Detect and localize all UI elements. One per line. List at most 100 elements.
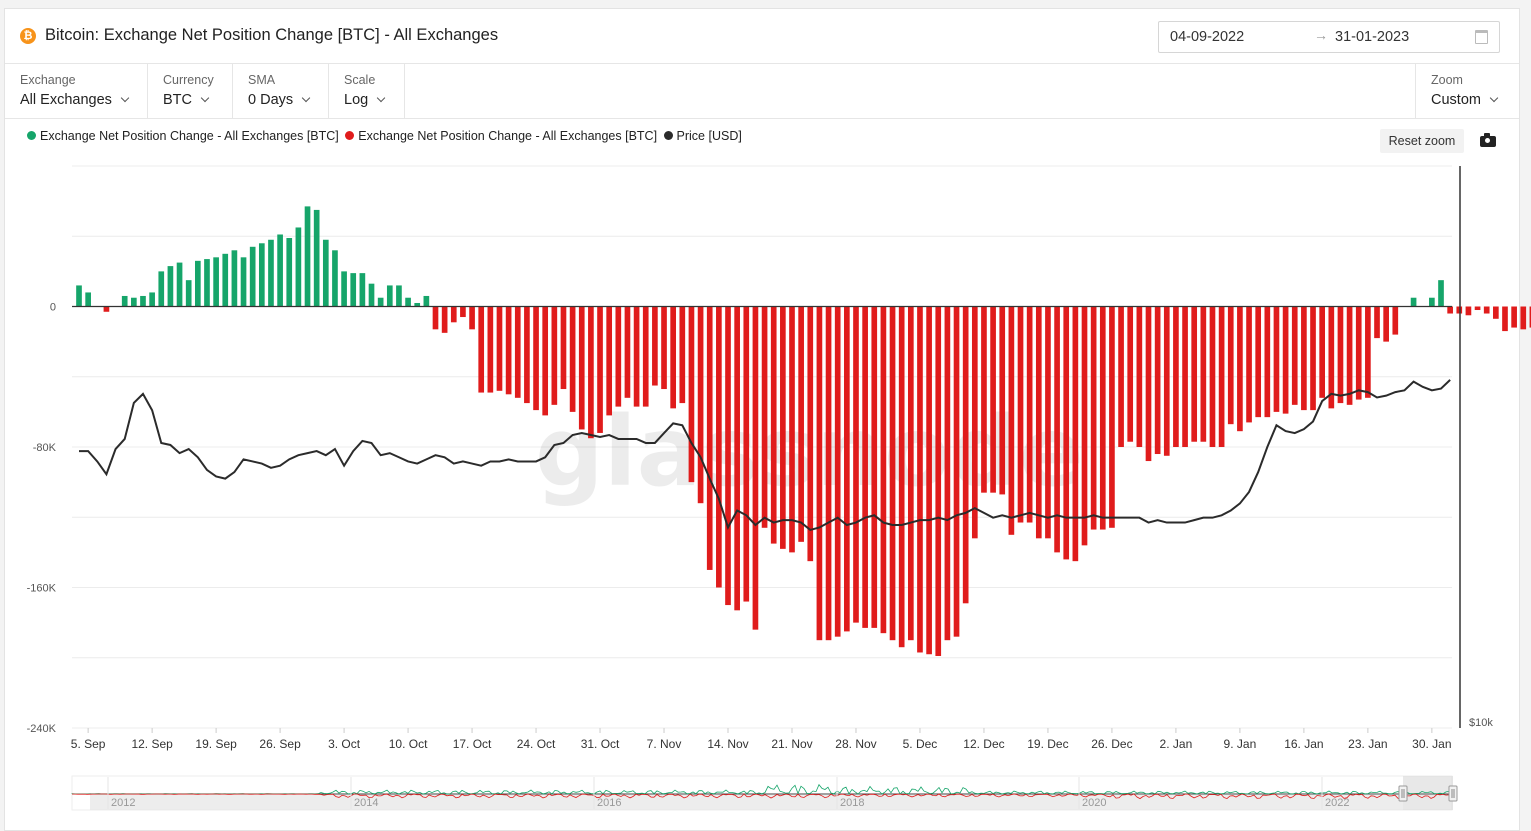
bar-negative <box>789 306 795 553</box>
exchange-dropdown[interactable]: Exchange All Exchanges <box>5 64 148 118</box>
bar-negative <box>999 306 1006 495</box>
bar-positive <box>258 243 265 307</box>
bar-negative <box>1209 306 1216 447</box>
bar-negative <box>1026 306 1033 523</box>
legend-item-negative[interactable]: Exchange Net Position Change - All Excha… <box>345 129 657 143</box>
bar-positive <box>185 280 192 307</box>
zoom-value-wrap: Custom <box>1431 92 1499 108</box>
bar-negative <box>752 306 759 630</box>
x-tick-label: 5. Sep <box>71 737 106 751</box>
bar-negative <box>889 306 896 641</box>
bar-negative <box>1227 306 1234 425</box>
page-title: Bitcoin: Exchange Net Position Change [B… <box>45 26 499 44</box>
bar-negative <box>1200 306 1207 442</box>
x-tick-label: 2. Jan <box>1160 737 1193 751</box>
bar-negative <box>652 306 658 386</box>
sma-dropdown[interactable]: SMA 0 Days <box>233 64 329 118</box>
bar-negative <box>661 306 667 390</box>
bar-negative <box>1502 306 1508 332</box>
bar-negative <box>1483 306 1490 314</box>
legend-item-price[interactable]: Price [USD] <box>663 129 742 143</box>
bar-negative <box>1163 306 1170 456</box>
date-end-input[interactable]: 31-01-2023 <box>1335 29 1410 45</box>
bar-negative <box>615 306 622 407</box>
calendar-icon[interactable] <box>1475 30 1488 44</box>
bar-negative <box>688 306 695 483</box>
camera-icon[interactable] <box>1480 133 1496 147</box>
bar-positive <box>240 257 247 307</box>
bar-negative <box>679 306 686 404</box>
bar-negative <box>1081 306 1088 546</box>
date-start-input[interactable]: 04-09-2022 <box>1170 29 1245 45</box>
reset-zoom-button[interactable]: Reset zoom <box>1380 129 1464 153</box>
currency-dropdown[interactable]: Currency BTC <box>148 64 233 118</box>
bar-negative <box>697 306 704 504</box>
bar-negative <box>597 306 603 433</box>
bar-negative <box>533 306 539 411</box>
bar-negative <box>1109 306 1115 528</box>
bar-negative <box>469 306 475 330</box>
bar-negative <box>633 306 640 407</box>
bar-negative <box>1072 306 1079 562</box>
exchange-value-wrap: All Exchanges <box>20 92 130 108</box>
bar-negative <box>1328 306 1335 409</box>
bar-negative <box>898 306 905 648</box>
bar-negative <box>551 306 558 405</box>
x-tick-label: 14. Nov <box>707 737 748 751</box>
bar-negative <box>1493 306 1499 319</box>
bar-negative <box>1063 306 1070 560</box>
sma-label: SMA <box>248 73 276 87</box>
currency-value-wrap: BTC <box>163 92 210 108</box>
x-tick-label: 5. Dec <box>903 737 938 751</box>
bar-negative <box>880 306 887 634</box>
x-tick-label: 21. Nov <box>771 737 812 751</box>
bar-negative <box>825 306 832 641</box>
navigator-year-label: 2016 <box>597 797 621 809</box>
zoom-dropdown[interactable]: Zoom Custom <box>1415 64 1519 118</box>
x-tick-label: 10. Oct <box>389 737 428 751</box>
navigator-handle[interactable] <box>1398 785 1408 802</box>
date-range-picker[interactable]: 04-09-2022 → 31-01-2023 <box>1158 21 1500 53</box>
bar-positive <box>204 259 210 307</box>
bar-negative <box>505 306 512 395</box>
bar-positive <box>295 227 302 307</box>
navigator-year-label: 2018 <box>840 797 864 809</box>
chart-legend: Exchange Net Position Change - All Excha… <box>27 129 745 143</box>
x-tick-label: 24. Oct <box>517 737 556 751</box>
bar-negative <box>844 306 850 632</box>
navigator-handle[interactable] <box>1448 785 1458 802</box>
x-tick-label: 12. Dec <box>963 737 1004 751</box>
bar-positive <box>359 273 366 307</box>
bar-positive <box>1429 297 1435 307</box>
bar-negative <box>926 306 932 655</box>
bar-positive <box>423 295 430 307</box>
bar-positive <box>231 250 238 307</box>
bar-negative <box>770 306 777 544</box>
navigator-year-label: 2014 <box>354 797 378 809</box>
scale-dropdown[interactable]: Scale Log <box>329 64 405 118</box>
legend-label: Exchange Net Position Change - All Excha… <box>40 129 339 143</box>
bar-negative <box>1310 306 1316 411</box>
bar-negative <box>1136 306 1143 447</box>
legend-item-positive[interactable]: Exchange Net Position Change - All Excha… <box>27 129 339 143</box>
bar-negative <box>1017 306 1024 523</box>
scale-value: Log <box>344 92 369 108</box>
bar-negative <box>450 306 457 323</box>
bar-negative <box>990 306 996 493</box>
navigator-selection[interactable] <box>1403 776 1453 810</box>
legend-dot <box>663 131 673 140</box>
bar-positive <box>249 246 256 307</box>
bar-positive <box>332 250 338 307</box>
bar-negative <box>542 306 549 416</box>
bar-negative <box>1246 306 1252 423</box>
bar-positive <box>405 297 411 307</box>
bar-positive <box>158 271 165 307</box>
bar-positive <box>277 234 283 307</box>
bar-negative <box>441 306 448 333</box>
bar-positive <box>414 302 421 307</box>
bar-negative <box>478 306 485 393</box>
bar-positive <box>149 292 155 307</box>
bar-negative <box>962 306 969 604</box>
y-axis-ticks: 0 -80K -160K -240K <box>27 302 57 736</box>
bar-negative <box>1182 306 1188 447</box>
